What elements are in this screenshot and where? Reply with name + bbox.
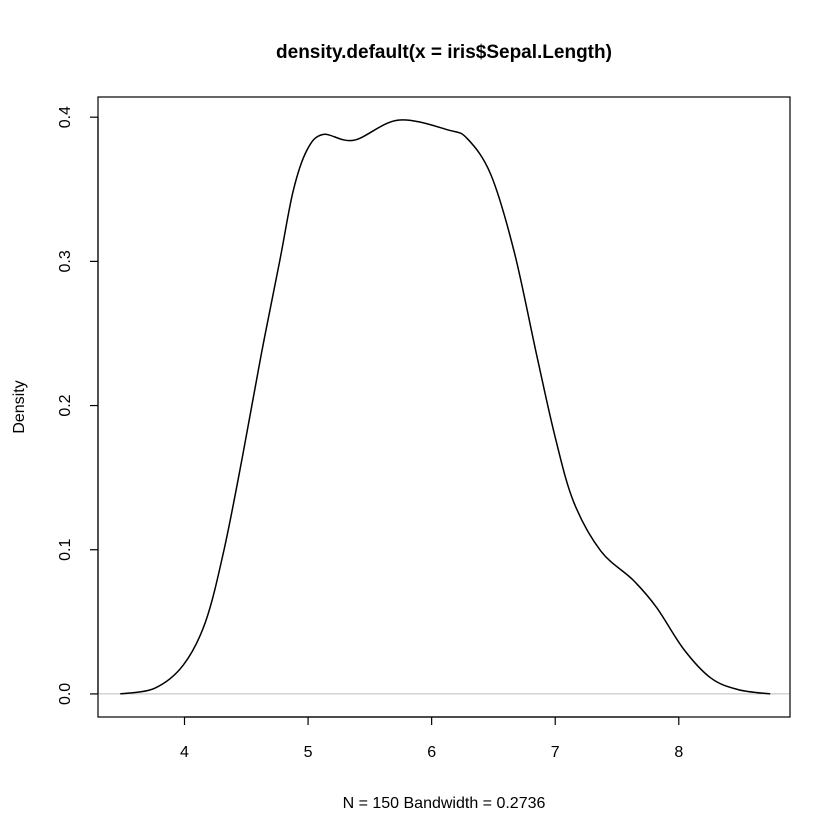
x-tick-label: 4 <box>180 744 189 761</box>
x-axis-label: N = 150 Bandwidth = 0.2736 <box>343 795 546 812</box>
x-tick-label: 7 <box>551 744 560 761</box>
y-axis: 0.0 0.1 0.2 0.3 0.4 <box>57 106 99 705</box>
y-tick-label: 0.3 <box>57 250 74 272</box>
y-tick-label: 0.2 <box>57 394 74 416</box>
chart-title: density.default(x = iris$Sepal.Length) <box>276 42 612 63</box>
x-axis: 4 5 6 7 8 <box>180 716 683 761</box>
x-tick-label: 8 <box>674 744 683 761</box>
x-tick-label: 5 <box>304 744 313 761</box>
density-curve <box>120 119 771 695</box>
y-tick-label: 0.4 <box>57 106 74 128</box>
plot-box <box>97 96 791 718</box>
y-tick-label: 0.0 <box>57 683 74 705</box>
y-axis-label: Density <box>11 380 28 433</box>
y-tick-label: 0.1 <box>57 539 74 561</box>
x-tick-label: 6 <box>427 744 436 761</box>
